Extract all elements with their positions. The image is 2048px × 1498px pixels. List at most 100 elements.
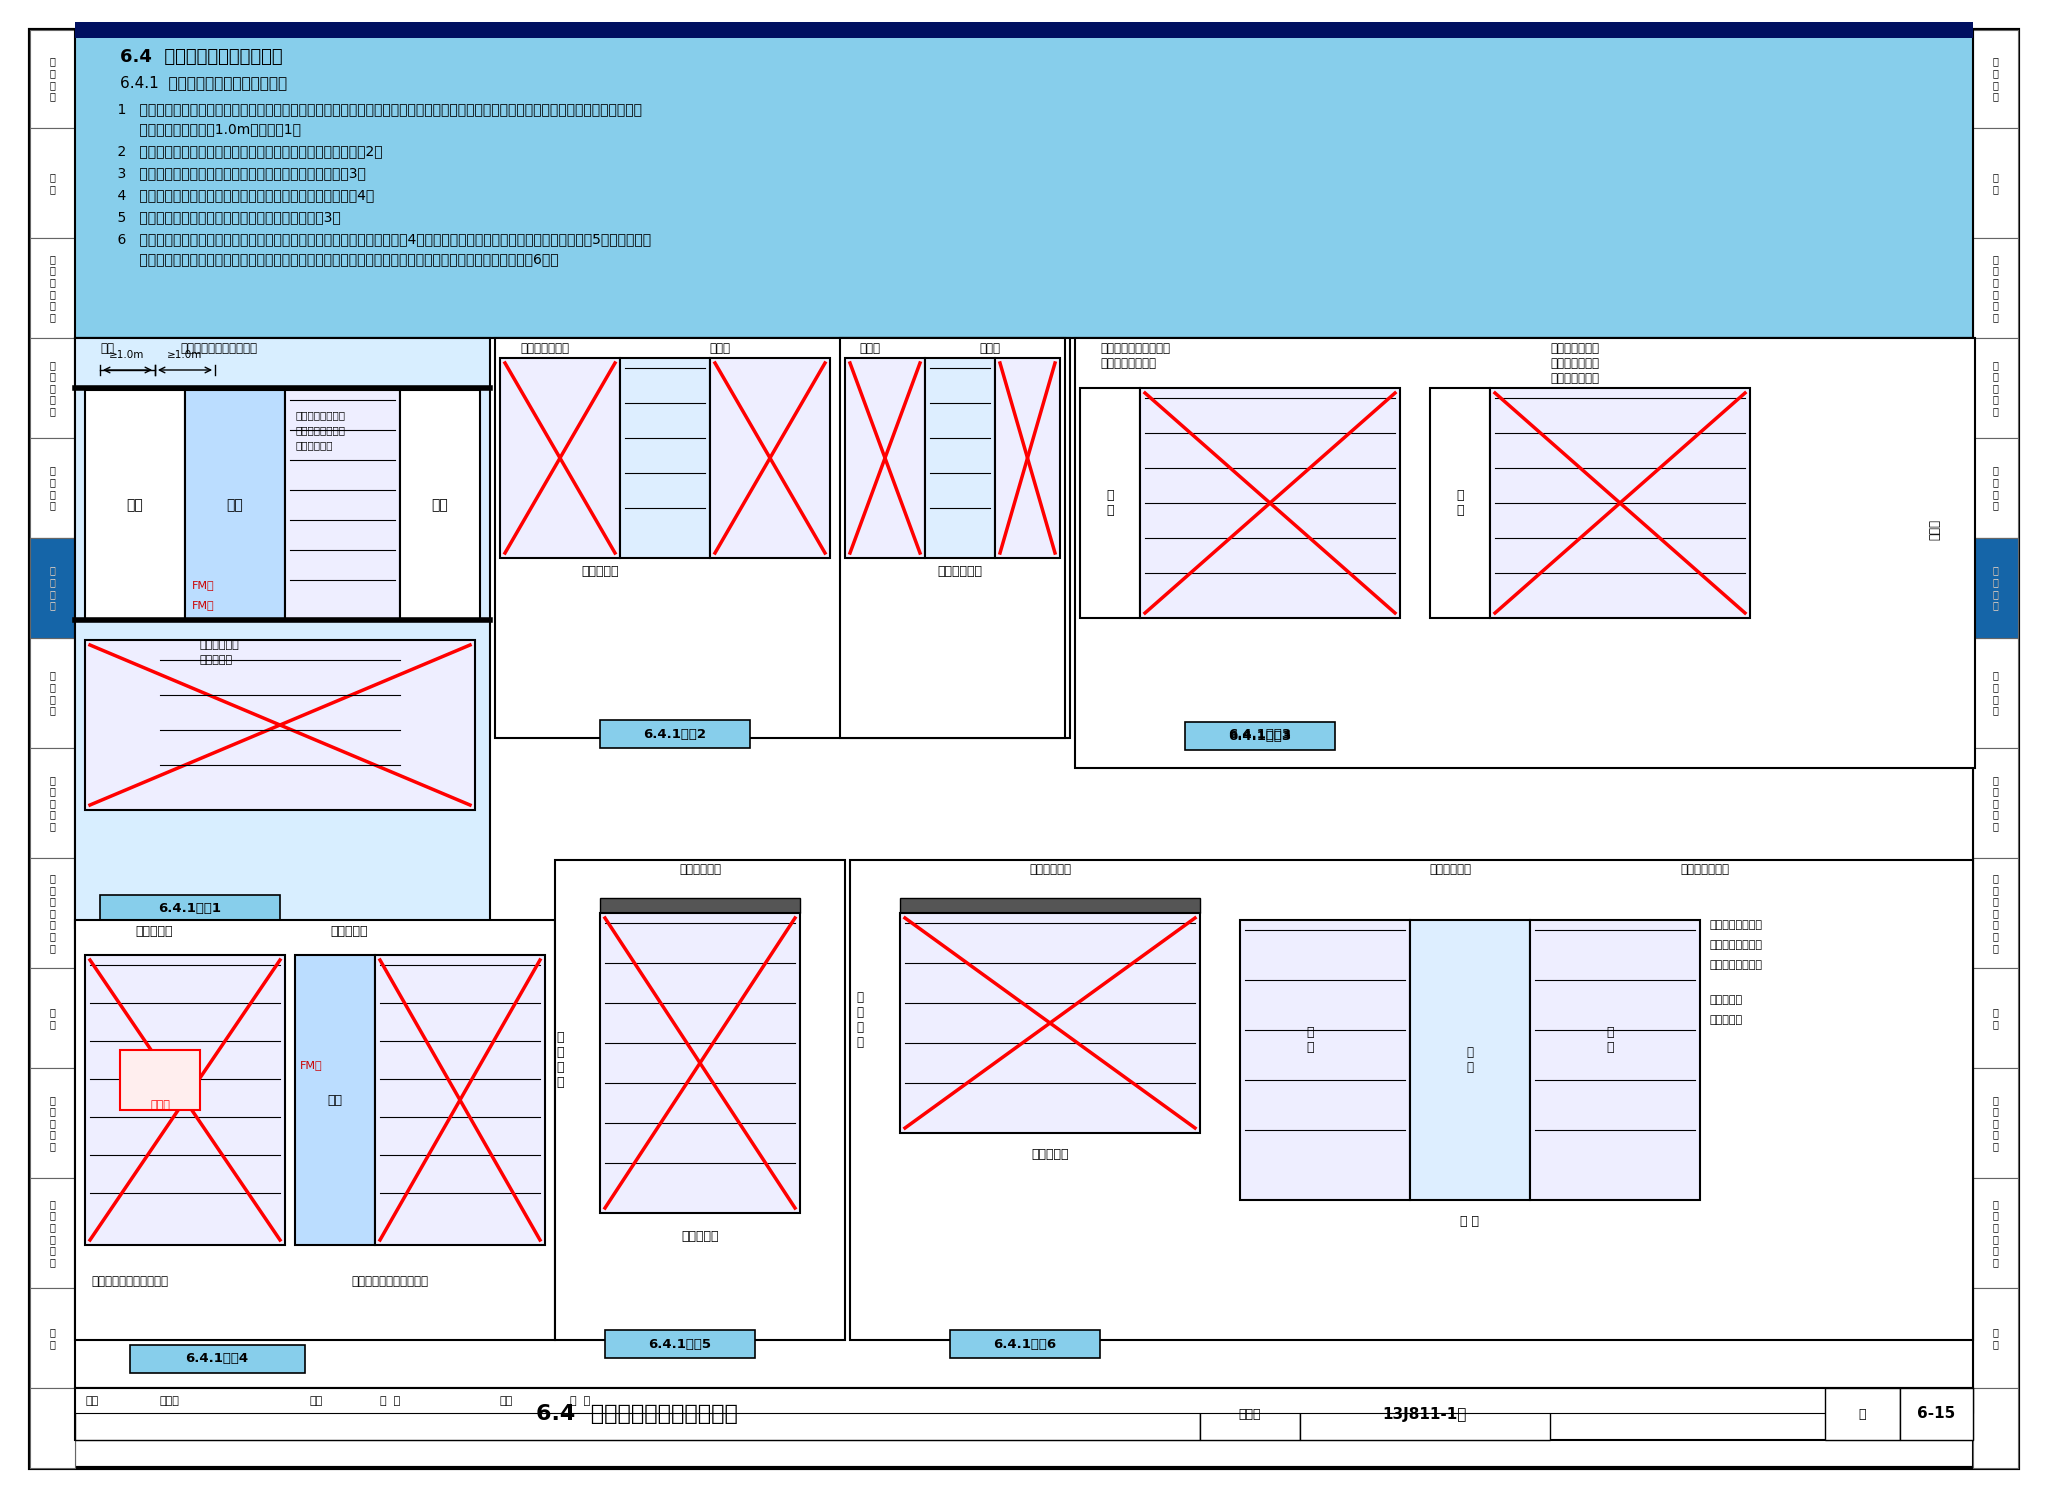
Text: 前室: 前室 [328,1094,342,1107]
Bar [1200,1389,1300,1440]
Text: 可燃气体管道: 可燃气体管道 [680,863,721,876]
Text: ≥1.0m: ≥1.0m [109,351,145,360]
Text: 门、窗、洞口: 门、窗、洞口 [295,440,332,449]
Text: 消火栓: 消火栓 [1929,520,1942,541]
Bar [1079,388,1141,619]
Text: 外墙: 外墙 [100,342,115,355]
Text: 防烟楼梯间: 防烟楼梯间 [330,924,367,938]
Text: 6.4  疏散楼梯间和疏散楼梯等: 6.4 疏散楼梯间和疏散楼梯等 [121,48,283,66]
Text: 3   楼梯间内不应有影响疏散的凸出物或其他障碍物。【图示3】: 3 楼梯间内不应有影响疏散的凸出物或其他障碍物。【图示3】 [100,166,367,180]
Bar [76,22,1972,30]
Text: 筑的敞开楼梯间内确需设置可燃气体管道和可燃气体计量表时，应采用金属管和设置切断气源的阀门【图示6】。: 筑的敞开楼梯间内确需设置可燃气体管道和可燃气体计量表时，应采用金属管和设置切断气… [100,252,559,267]
Text: 住宅建筑的: 住宅建筑的 [1710,995,1743,1005]
Bar [926,358,995,557]
Bar [1491,388,1749,619]
Bar [950,1330,1100,1359]
Bar [31,748,76,858]
Text: 灭
火
设
施: 灭 火 设 施 [1993,671,1999,716]
Text: 楼梯间内不应设置甲、: 楼梯间内不应设置甲、 [1100,342,1169,355]
Text: 封闭楼梯间: 封闭楼梯间 [135,924,172,938]
Text: 乙、丙类液体管道: 乙、丙类液体管道 [1100,357,1155,370]
Text: 烧水间: 烧水间 [860,342,881,355]
Text: 电
气: 电 气 [49,1007,55,1029]
Text: 走 廊: 走 廊 [1460,1215,1479,1228]
Bar [31,238,76,339]
Text: 4   封闭楼梯间、防烟楼梯间及其前室，不应设置卷帘。【图示4】: 4 封闭楼梯间、防烟楼梯间及其前室，不应设置卷帘。【图示4】 [100,189,375,202]
Text: 曹  奕: 曹 奕 [569,1396,590,1407]
Bar [31,1288,76,1389]
Bar [76,1389,1972,1440]
Text: 2   楼梯间内不应设置烧水间、可燃材料储藏室、垃圾道。【图示2】: 2 楼梯间内不应设置烧水间、可燃材料储藏室、垃圾道。【图示2】 [100,144,383,157]
Text: 6.4.1图示3: 6.4.1图示3 [1229,728,1292,742]
Text: 民
用
建
筑: 民 用 建 筑 [1993,466,1999,511]
Bar [840,339,1065,739]
Text: 13J811-1改: 13J811-1改 [1382,1407,1466,1422]
Bar [121,1050,201,1110]
Text: 房间: 房间 [432,497,449,512]
Text: 垃圾道: 垃圾道 [979,342,1001,355]
Text: 垃圾道: 垃圾道 [709,342,731,355]
Text: 靠外墙设置: 靠外墙设置 [201,655,233,665]
Bar [1972,858,2017,968]
Text: 审核: 审核 [86,1396,98,1407]
Text: 穿过和设置可燃气体管道: 穿过和设置可燃气体管道 [92,1275,168,1288]
Text: 敞开楼梯间: 敞开楼梯间 [1710,1016,1743,1025]
Text: 6.4.1图示1: 6.4.1图示1 [158,902,221,915]
Text: 民
用
建
筑: 民 用 建 筑 [49,466,55,511]
Text: 木
结
构
建
筑: 木 结 构 建 筑 [49,1095,55,1150]
Text: 消
防
的
设
置: 消 防 的 设 置 [1993,774,1999,831]
Bar [31,858,76,968]
Bar [86,640,475,810]
Text: 供
暖
和
空
气
调
节: 供 暖 和 空 气 调 节 [49,873,55,953]
Bar [1972,1288,2017,1389]
Text: 消
防
的
设
置: 消 防 的 设 置 [49,774,55,831]
Text: 可燃气体管道: 可燃气体管道 [1430,863,1470,876]
Text: 住
户: 住 户 [1307,1026,1313,1055]
Text: 目
录: 目 录 [49,172,55,193]
Bar [31,638,76,748]
Text: 电
气: 电 气 [1993,1007,1999,1029]
Text: 6.4.1图示3: 6.4.1图示3 [1229,730,1292,743]
Text: 公
共
建
筑: 公 共 建 筑 [856,992,864,1049]
Bar [496,339,1069,739]
Text: 页: 页 [1858,1408,1866,1420]
Bar [31,30,76,127]
Text: 厂
房
和
仓
库: 厂 房 和 仓 库 [49,360,55,416]
Text: FM乙: FM乙 [193,601,215,610]
Text: 墙上的窗口相邻的: 墙上的窗口相邻的 [295,425,344,434]
Bar [76,1389,1200,1440]
Bar [129,1345,305,1374]
Bar [600,897,801,912]
Bar [76,30,1972,37]
Bar [850,860,1972,1341]
Text: FM乙: FM乙 [193,580,215,590]
Text: 城
交
市
通
隧
道: 城 交 市 通 隧 道 [49,1198,55,1267]
Text: 核对: 核对 [309,1396,324,1407]
Bar [86,956,285,1245]
Bar [86,389,184,620]
Text: 1   楼梯间应能天然采光和自然通风，并宜靠外墙设置。靠外墙设置时，楼梯间、前室及合用前室外墙上的窗口与两侧门、窗、洞口最近边缘: 1 楼梯间应能天然采光和自然通风，并宜靠外墙设置。靠外墙设置时，楼梯间、前室及合… [100,102,641,115]
Text: 6   封闭楼梯间、防烟楼梯间及其前室内禁止穿过或设置可燃气体管道【图示4】。敞开楼梯间内不应设置可燃气体管道【图示5】，当住宅建: 6 封闭楼梯间、防烟楼梯间及其前室内禁止穿过或设置可燃气体管道【图示4】。敞开楼… [100,232,651,246]
Text: 采用金属管和设置: 采用金属管和设置 [1710,941,1763,950]
Bar [555,860,846,1341]
Bar [1300,1389,1550,1440]
Text: 物或其他障碍物: 物或其他障碍物 [1550,372,1599,385]
Text: 编
制
说
明: 编 制 说 明 [49,57,55,102]
Text: 总
术
符
则
语
号: 总 术 符 则 语 号 [1993,255,1999,322]
Bar [995,358,1061,557]
Bar [1409,920,1530,1200]
Bar [1430,388,1491,619]
Bar [76,30,1972,339]
Text: 蔡昭昀: 蔡昭昀 [160,1396,180,1407]
Bar [399,389,479,620]
Text: 供
暖
和
空
气
调
节: 供 暖 和 空 气 调 节 [1993,873,1999,953]
Text: 图集号: 图集号 [1239,1408,1262,1420]
Text: 房
间: 房 间 [1456,488,1464,517]
Bar [31,1389,76,1468]
Text: 灭
火
设
施: 灭 火 设 施 [49,671,55,716]
Bar [31,1068,76,1177]
Text: 编
制
说
明: 编 制 说 明 [1993,57,1999,102]
Text: 城
交
市
通
隧
道: 城 交 市 通 隧 道 [1993,1198,1999,1267]
Bar [1972,968,2017,1068]
Text: 与楼梯间、前室外: 与楼梯间、前室外 [295,410,344,419]
